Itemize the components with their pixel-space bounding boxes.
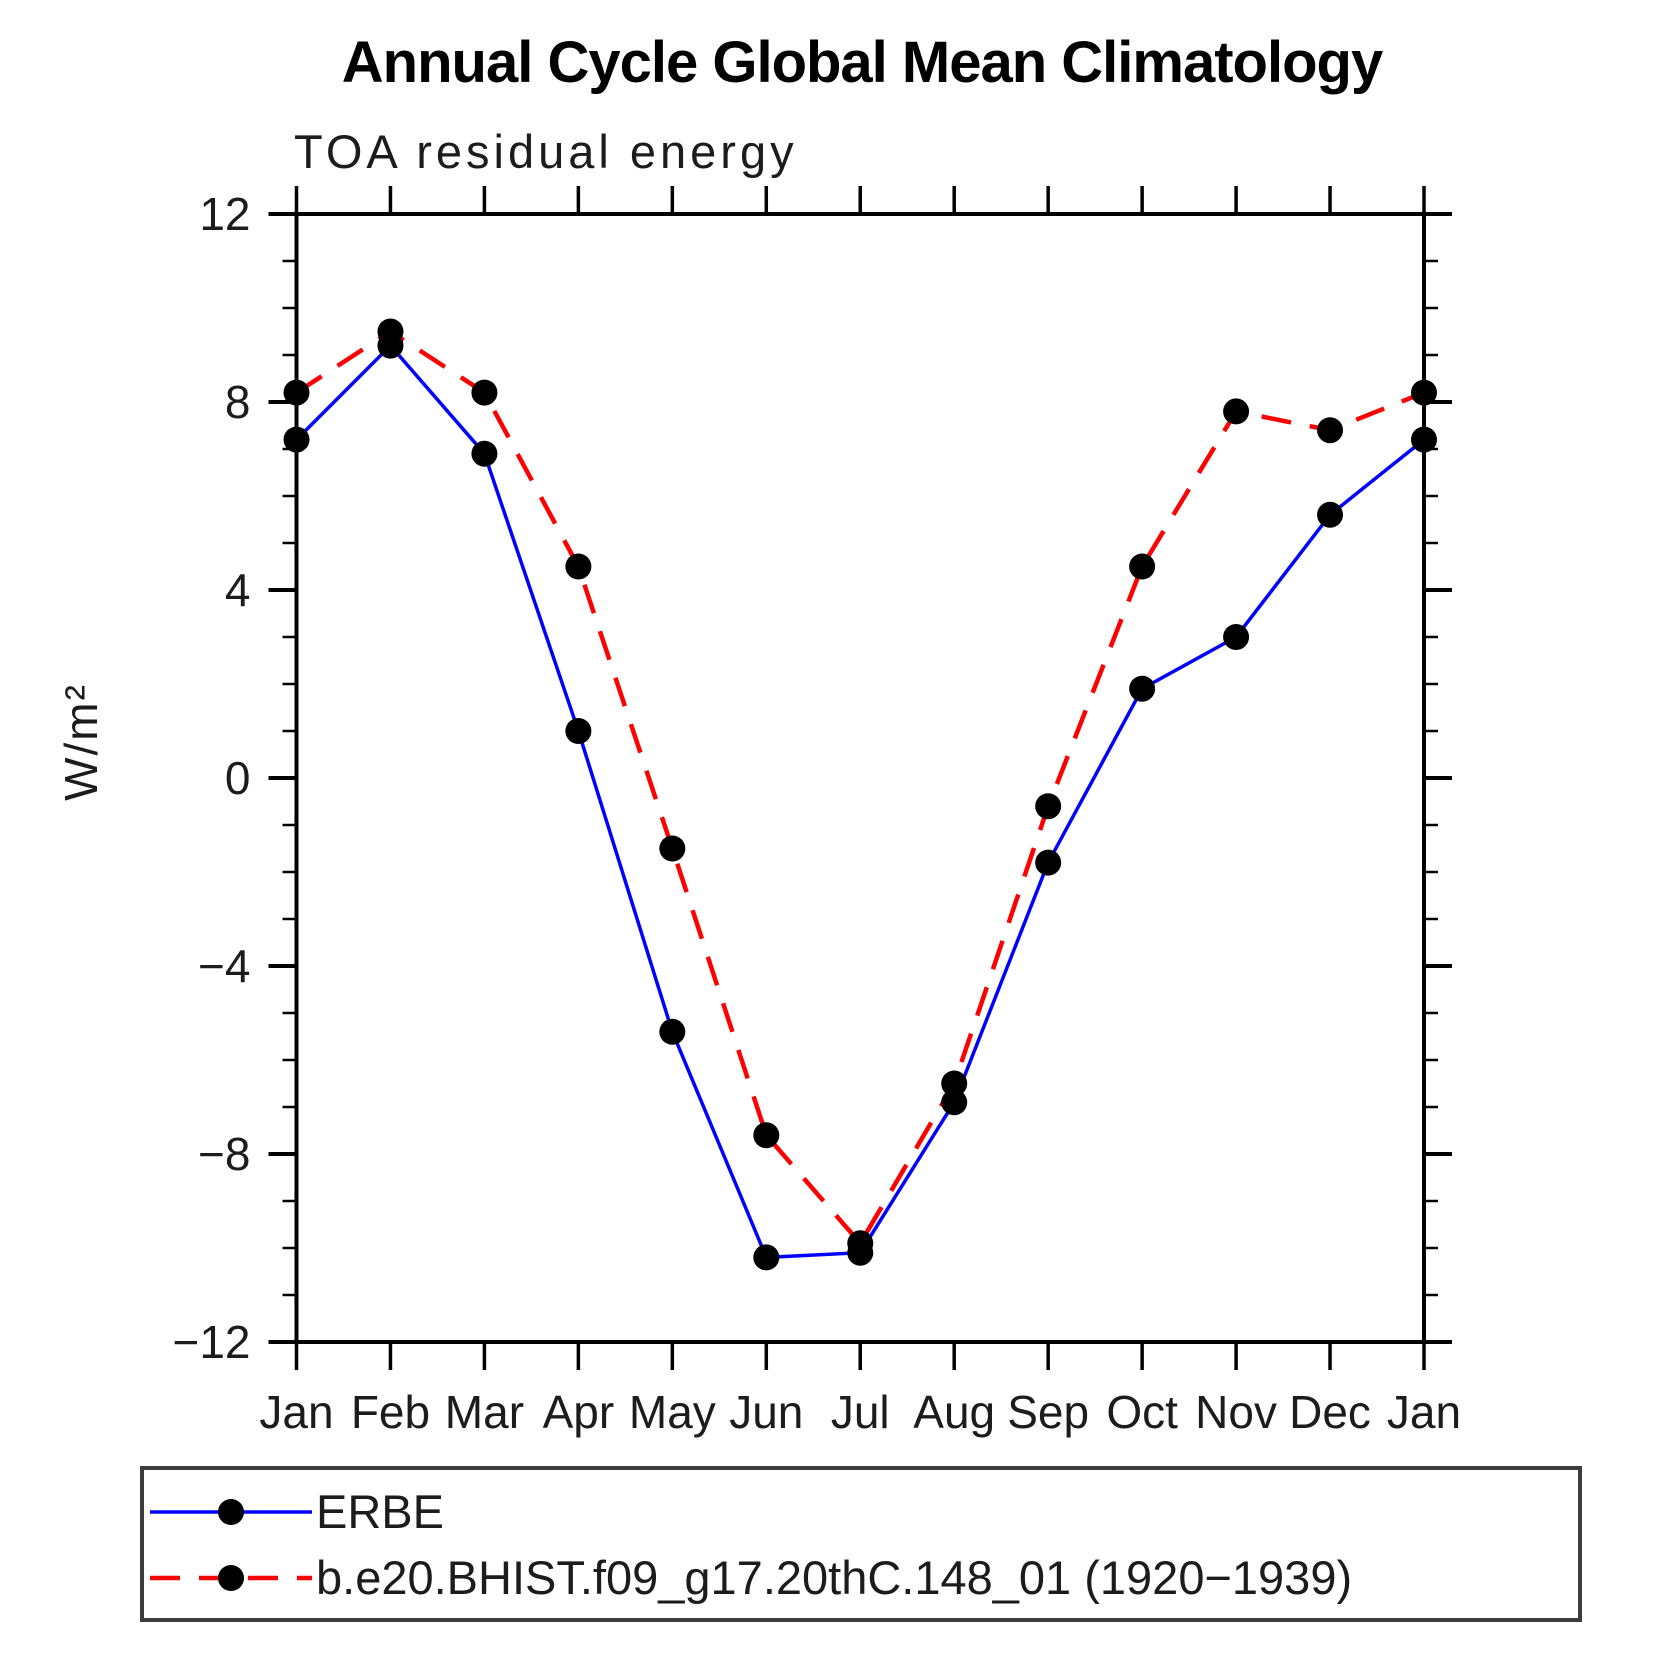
data-point [941,1089,968,1116]
data-point [847,1230,874,1257]
y-tick-label: 12 [199,188,250,240]
x-tick-label: May [629,1386,716,1438]
data-point [1129,675,1156,702]
data-point [753,1122,780,1149]
y-tick-label: −8 [198,1128,250,1180]
x-tick-label: Mar [445,1386,524,1438]
x-tick-label: Jul [831,1386,890,1438]
data-point [1317,417,1344,444]
chart-subtitle: TOA residual energy [294,125,798,178]
y-tick-label: −12 [172,1316,250,1368]
data-point [565,718,592,744]
x-tick-label: Jan [259,1386,333,1438]
x-tick-label: Sep [1007,1386,1089,1438]
x-tick-label: Jun [729,1386,803,1438]
series-1-markers [283,318,1437,1257]
data-point [471,379,498,406]
series-0-line [295,343,1426,1260]
data-point [1035,849,1062,876]
data-point [1223,624,1250,650]
data-point [1411,379,1437,406]
legend-marker-1 [218,1565,244,1591]
data-point [1411,426,1437,453]
data-point [1129,553,1156,580]
data-point [659,835,686,862]
data-point [377,318,404,345]
x-tick-label: Apr [543,1386,615,1438]
chart-title: Annual Cycle Global Mean Climatology [342,30,1383,95]
y-tick-label: 8 [225,376,251,428]
y-tick-label: 0 [225,752,251,804]
legend-label-1: b.e20.BHIST.f09_g17.20thC.148_01 (1920−1… [316,1551,1352,1604]
data-point [1035,793,1062,820]
data-point [565,553,592,580]
x-tick-label: Nov [1195,1386,1277,1438]
series-0-markers [283,332,1437,1271]
data-point [941,1070,968,1097]
data-point [471,440,498,467]
y-tick-label: 4 [225,564,251,616]
legend: ERBE b.e20.BHIST.f09_g17.20thC.148_01 (19… [140,1466,1582,1622]
data-point [283,426,310,453]
data-point [753,1244,780,1271]
data-point [659,1018,686,1045]
x-tick-label: Oct [1106,1386,1178,1438]
series-1-line [295,328,1425,1248]
y-axis-label: W/m² [55,683,107,801]
data-point [283,379,310,406]
legend-box [140,1466,1582,1622]
data-point [1317,501,1344,528]
x-tick-label: Dec [1289,1386,1371,1438]
legend-label-0: ERBE [316,1485,444,1538]
plot-frame [294,212,1426,1344]
legend-marker-0 [218,1499,244,1525]
x-tick-label: Jan [1387,1386,1461,1438]
y-tick-label: −4 [198,940,250,992]
x-tick-label: Feb [351,1386,430,1438]
data-point [1223,398,1250,425]
x-tick-label: Aug [913,1386,995,1438]
